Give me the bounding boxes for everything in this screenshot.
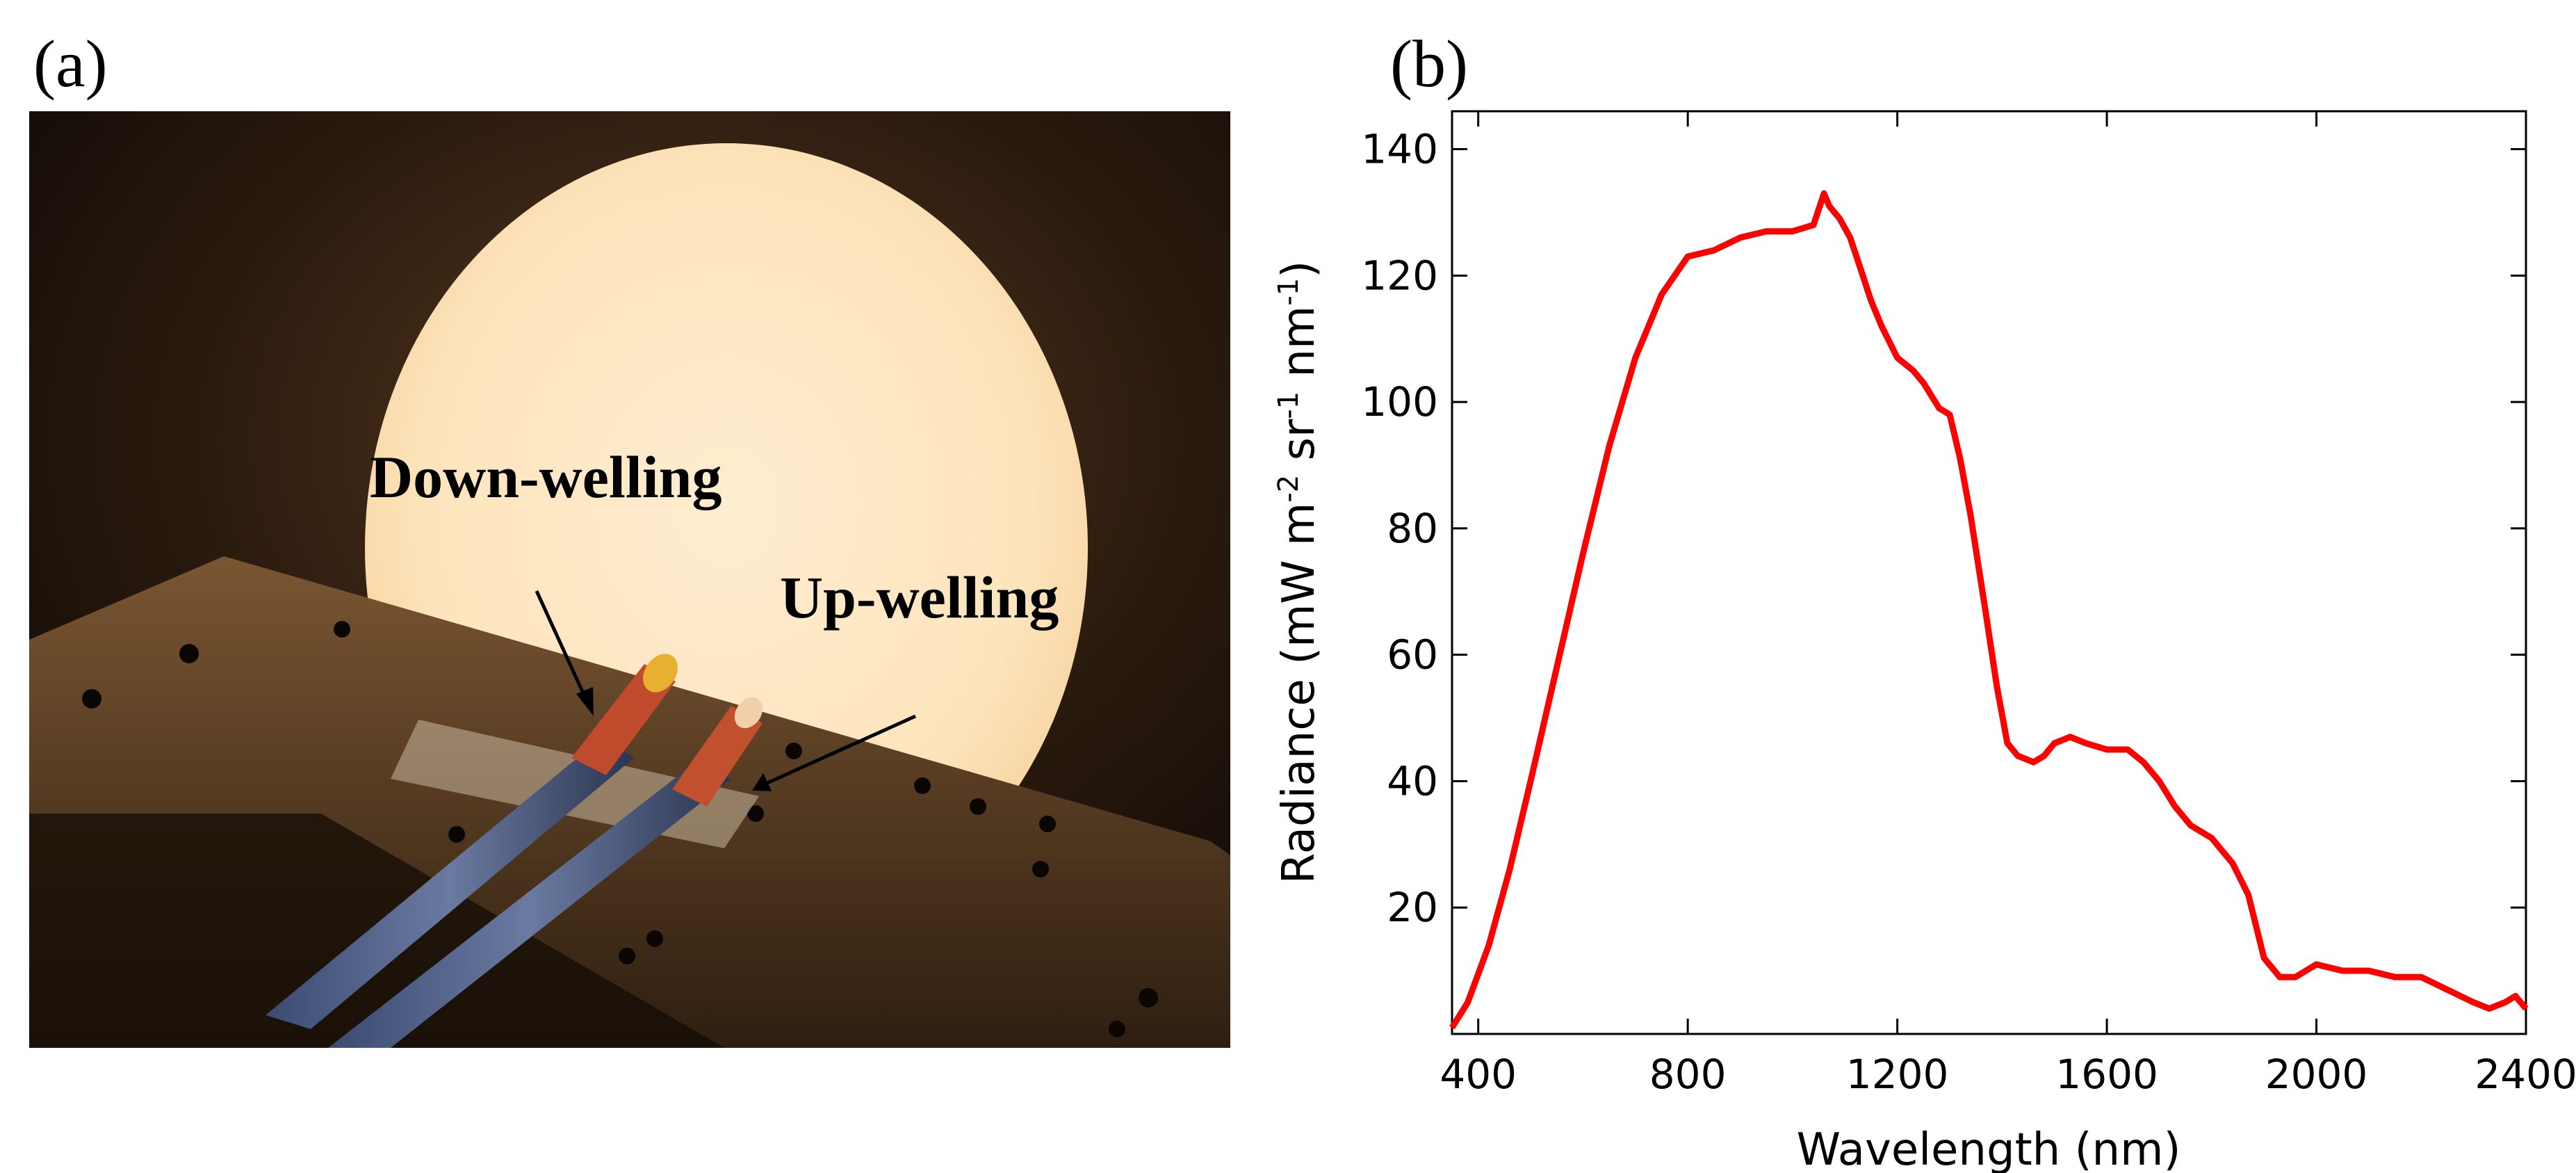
y-tick-label: 120 [1361,252,1438,299]
annotation-up-welling: Up-welling [780,564,1059,631]
panel-label-b: (b) [1390,26,1468,101]
y-tick-label: 20 [1387,884,1438,931]
fiber-cap-down-welling [643,654,678,693]
fiber-cap-up-welling [734,697,763,729]
fiber-tip-up-welling [672,706,763,807]
arrow-up-welling [766,714,917,785]
y-label-text: ) [1273,261,1325,278]
cable-down-welling [266,737,634,1029]
annotation-down-welling: Down-welling [370,444,722,510]
y-tick-label: 100 [1361,378,1438,426]
radiance-series-line [1449,190,2529,1030]
fiber-tip-down-welling [571,664,676,775]
y-axis-label: Radiance (mW m-2 sr-1 nm-1) [1273,261,1325,884]
x-tick-label: 2000 [2265,1051,2368,1098]
panel-label-a: (a) [33,26,108,101]
y-label-text: sr [1273,419,1325,475]
x-axis-label: Wavelength (nm) [1797,1124,2181,1173]
arrow-down-welling [535,590,589,704]
arrow-head-down-welling [576,687,594,716]
x-tick-label: 800 [1649,1051,1727,1098]
x-tick-label: 1600 [2055,1051,2158,1098]
y-tick-label: 80 [1387,505,1438,552]
plot-frame [1451,110,2527,1035]
y-label-text: nm [1273,306,1325,391]
radiance-chart: 400 800 1200 1600 2000 240020406080100120140 … [1273,110,2576,1173]
x-tick-label: 2400 [2475,1051,2576,1098]
y-label-superscript: -1 [1273,278,1305,306]
y-label-superscript: -1 [1273,391,1305,419]
x-tick-label: 1200 [1846,1051,1949,1098]
y-tick-label: 140 [1361,126,1438,173]
axis-ticks [1452,111,2527,1034]
arrow-head-up-welling [752,773,772,791]
y-tick-label: 40 [1387,757,1438,804]
x-tick-label: 400 [1440,1051,1517,1098]
y-label-text: Radiance (mW m [1273,503,1325,884]
y-label-superscript: -2 [1273,475,1305,503]
experiment-photo: Down-welling Up-welling [29,111,1230,1048]
y-tick-label: 60 [1387,631,1438,679]
cable-up-welling [328,761,731,1048]
